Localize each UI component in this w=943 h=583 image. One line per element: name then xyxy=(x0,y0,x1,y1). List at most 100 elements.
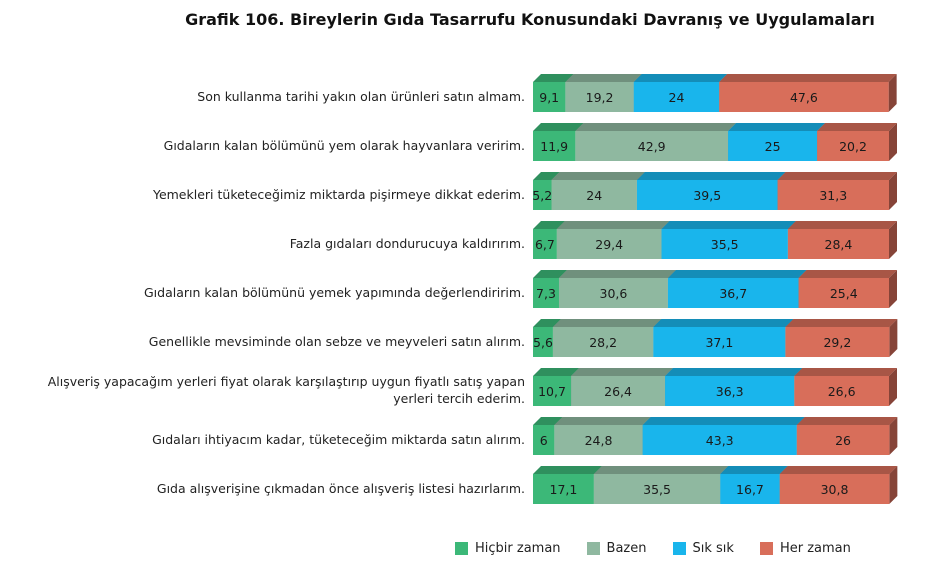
bar-top-row3-seg0 xyxy=(533,221,565,229)
category-label: Gıdaları ihtiyacım kadar, tüketeceğim mi… xyxy=(152,432,525,447)
bar-row0-seg1 xyxy=(565,82,634,112)
bar-top-row5-seg0 xyxy=(533,319,561,327)
data-label-row7-seg2: 43,3 xyxy=(706,433,734,448)
bar-top-row0-seg0 xyxy=(533,74,574,82)
bar-row1-seg3 xyxy=(817,131,889,161)
bar-row5-seg1 xyxy=(552,327,654,357)
data-label-row4-seg1: 30,6 xyxy=(600,286,628,301)
data-label-row7-seg0: 6 xyxy=(540,433,548,448)
legend-item-sik-sik: Sık sık xyxy=(672,541,734,556)
bar-row0-seg2 xyxy=(633,82,720,112)
bar-top-row8-seg3 xyxy=(779,466,898,474)
bar-row7-seg0 xyxy=(533,425,555,455)
category-label: Gıdaların kalan bölümünü yem olarak hayv… xyxy=(163,138,525,153)
bar-row2-seg0 xyxy=(533,180,552,210)
bar-top-row1-seg3 xyxy=(817,123,897,131)
data-label-row0-seg2: 24 xyxy=(669,90,685,105)
bar-row4-seg1 xyxy=(558,278,668,308)
legend-label-sik-sik: Sık sık xyxy=(692,541,734,556)
category-label: Alışveriş yapacağım yerleri fiyat olarak… xyxy=(47,374,525,406)
bar-top-row6-seg0 xyxy=(533,368,580,376)
bar-top-row5-seg1 xyxy=(552,319,662,327)
bar-top-row6-seg1 xyxy=(571,368,674,376)
bar-row8-seg2 xyxy=(720,474,780,504)
bar-row7-seg1 xyxy=(554,425,643,455)
legend-swatch-sik-sik xyxy=(672,542,686,555)
data-label-row8-seg2: 16,7 xyxy=(736,482,764,497)
bar-top-row6-seg3 xyxy=(794,368,897,376)
bar-side-row3-seg3 xyxy=(889,221,897,259)
bar-top-row5-seg3 xyxy=(785,319,898,327)
bar-side-row5-seg3 xyxy=(889,319,898,357)
bar-top-row2-seg2 xyxy=(636,172,786,180)
bar-top-row2-seg0 xyxy=(533,172,560,180)
data-label-row8-seg3: 30,8 xyxy=(821,482,849,497)
category-label: Yemekleri tüketeceğimiz miktarda pişirme… xyxy=(152,187,525,202)
bar-row6-seg1 xyxy=(571,376,666,406)
data-label-row7-seg3: 26 xyxy=(835,433,851,448)
category-label: Gıdaların kalan bölümünü yemek yapımında… xyxy=(143,285,525,300)
data-label-row5-seg2: 37,1 xyxy=(705,335,733,350)
data-label-row5-seg1: 28,2 xyxy=(589,335,617,350)
bar-top-row1-seg0 xyxy=(533,123,584,131)
bar-top-row0-seg3 xyxy=(719,74,897,82)
data-label-row3-seg2: 35,5 xyxy=(711,237,739,252)
bar-row2-seg1 xyxy=(551,180,637,210)
bar-row5-seg3 xyxy=(785,327,890,357)
legend-swatch-bazen xyxy=(586,542,600,555)
bar-row1-seg0 xyxy=(533,131,576,161)
legend-item-her-zaman: Her zaman xyxy=(759,541,851,556)
data-label-row0-seg3: 47,6 xyxy=(790,90,818,105)
chart-legend: Hiçbir zaman Bazen Sık sık Her zaman xyxy=(455,541,877,556)
bar-row8-seg0 xyxy=(533,474,594,504)
bar-row1-seg1 xyxy=(575,131,729,161)
bar-row3-seg1 xyxy=(556,229,662,259)
bar-top-row4-seg3 xyxy=(798,270,897,278)
data-label-row8-seg0: 17,1 xyxy=(550,482,578,497)
bar-top-row7-seg0 xyxy=(533,417,563,425)
category-label: Fazla gıdaları dondurucuya kaldırırım. xyxy=(289,236,525,251)
data-label-row3-seg1: 29,4 xyxy=(595,237,623,252)
legend-label-bazen: Bazen xyxy=(606,541,647,556)
data-label-row2-seg1: 24 xyxy=(586,188,602,203)
data-label-row7-seg1: 24,8 xyxy=(585,433,613,448)
bar-row7-seg3 xyxy=(796,425,890,455)
bar-row0-seg3 xyxy=(719,82,889,112)
bar-row0-seg0 xyxy=(533,82,566,112)
bar-row4-seg2 xyxy=(667,278,799,308)
bar-row3-seg3 xyxy=(787,229,889,259)
data-label-row5-seg3: 29,2 xyxy=(823,335,851,350)
chart-title: Grafik 106. Bireylerin Gıda Tasarrufu Ko… xyxy=(185,10,875,29)
legend-swatch-hicbir-zaman xyxy=(455,542,468,555)
bar-side-row8-seg3 xyxy=(889,466,898,504)
bar-top-row8-seg1 xyxy=(593,466,729,474)
bar-top-row8-seg2 xyxy=(720,466,788,474)
data-label-row6-seg1: 26,4 xyxy=(604,384,632,399)
data-label-row4-seg0: 7,3 xyxy=(536,286,556,301)
bar-row7-seg2 xyxy=(642,425,797,455)
bar-top-row7-seg3 xyxy=(796,417,898,425)
data-label-row6-seg0: 10,7 xyxy=(538,384,566,399)
bar-top-row4-seg2 xyxy=(667,270,807,278)
data-label-row4-seg3: 25,4 xyxy=(830,286,858,301)
data-label-row5-seg0: 5,6 xyxy=(533,335,553,350)
bar-row4-seg3 xyxy=(798,278,889,308)
bar-top-row3-seg3 xyxy=(787,221,897,229)
legend-swatch-her-zaman xyxy=(759,542,773,555)
data-label-row2-seg0: 5,2 xyxy=(532,188,552,203)
bar-top-row6-seg2 xyxy=(665,368,803,376)
data-label-row2-seg2: 39,5 xyxy=(693,188,721,203)
category-label: Son kullanma tarihi yakın olan ürünleri … xyxy=(197,89,525,104)
data-label-row1-seg3: 20,2 xyxy=(839,139,867,154)
bar-top-row1-seg1 xyxy=(575,123,737,131)
data-label-row0-seg0: 9,1 xyxy=(539,90,559,105)
data-label-row1-seg2: 25 xyxy=(765,139,781,154)
bar-top-row7-seg2 xyxy=(642,417,805,425)
data-label-row4-seg2: 36,7 xyxy=(719,286,747,301)
bar-row4-seg0 xyxy=(533,278,559,308)
bar-top-row2-seg1 xyxy=(551,172,645,180)
bar-row5-seg2 xyxy=(653,327,786,357)
legend-item-bazen: Bazen xyxy=(586,541,647,556)
bar-row8-seg3 xyxy=(779,474,890,504)
